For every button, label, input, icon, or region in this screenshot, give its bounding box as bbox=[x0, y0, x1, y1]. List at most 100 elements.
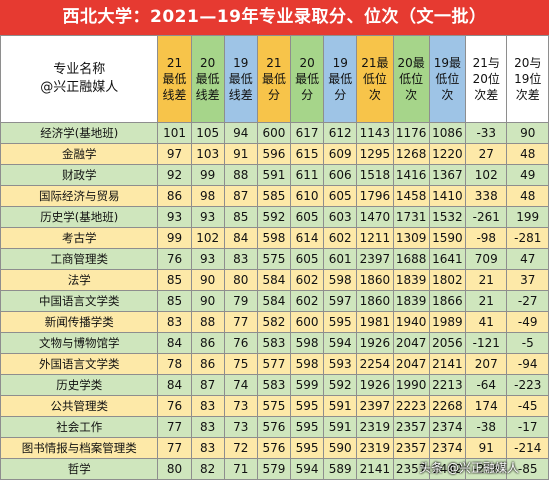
value-cell: 47 bbox=[506, 248, 549, 270]
table-row: 哲学 80 82 71 579 594 589 2141 2357 2442 -216 -85 bbox=[0, 458, 549, 480]
header-20-line-diff: 20 最低 线差 bbox=[190, 35, 225, 123]
value-cell: 1086 bbox=[428, 122, 467, 144]
value-cell: 590 bbox=[323, 437, 358, 459]
major-name-cell: 文物与博物馆学 bbox=[0, 332, 159, 354]
value-cell: -27 bbox=[506, 290, 549, 312]
value-cell: 591 bbox=[256, 164, 292, 186]
table-row: 国际经济与贸易 86 98 87 585 610 605 1796 1458 1410 338 48 bbox=[0, 185, 549, 207]
value-cell: 1731 bbox=[392, 206, 430, 228]
value-cell: 2319 bbox=[356, 437, 394, 459]
value-cell: 1458 bbox=[392, 185, 430, 207]
value-cell: 207 bbox=[465, 353, 508, 375]
value-cell: 73 bbox=[223, 416, 258, 438]
table-row: 文物与博物馆学 84 86 76 583 598 594 1926 2047 2056 -121 -5 bbox=[0, 332, 549, 354]
value-cell: -5 bbox=[506, 332, 549, 354]
value-cell: 71 bbox=[223, 458, 258, 480]
value-cell: 77 bbox=[223, 311, 258, 333]
major-name-cell: 经济学(基地班) bbox=[0, 122, 159, 144]
table-row: 金融学 97 103 91 596 615 609 1295 1268 1220 27 48 bbox=[0, 143, 549, 165]
value-cell: 1367 bbox=[428, 164, 467, 186]
table-row: 公共管理类 76 83 73 575 595 591 2397 2223 2268 174 -45 bbox=[0, 395, 549, 417]
value-cell: 592 bbox=[256, 206, 292, 228]
value-cell: -121 bbox=[465, 332, 508, 354]
value-cell: 90 bbox=[506, 122, 549, 144]
value-cell: 575 bbox=[256, 395, 292, 417]
value-cell: 86 bbox=[157, 185, 192, 207]
value-cell: 91 bbox=[465, 437, 508, 459]
major-name-cell: 历史学(基地班) bbox=[0, 206, 159, 228]
value-cell: 1143 bbox=[356, 122, 394, 144]
header-21-min-score: 21 最低分 bbox=[256, 35, 292, 123]
value-cell: 99 bbox=[157, 227, 192, 249]
value-cell: 76 bbox=[157, 248, 192, 270]
table-body: 经济学(基地班) 101 105 94 600 617 612 1143 1176 1086 -33… bbox=[0, 122, 549, 480]
value-cell: -216 bbox=[465, 458, 508, 480]
value-cell: -98 bbox=[465, 227, 508, 249]
value-cell: 2357 bbox=[392, 437, 430, 459]
major-name-cell: 考古学 bbox=[0, 227, 159, 249]
value-cell: -38 bbox=[465, 416, 508, 438]
value-cell: 1641 bbox=[428, 248, 467, 270]
value-cell: 2213 bbox=[428, 374, 467, 396]
table-row: 法学 85 90 80 584 602 598 1860 1839 1802 21 37 bbox=[0, 269, 549, 291]
major-name-cell: 哲学 bbox=[0, 458, 159, 480]
value-cell: 2141 bbox=[356, 458, 394, 480]
table-row: 社会工作 77 83 73 576 595 591 2319 2357 2374 -38 -17 bbox=[0, 416, 549, 438]
value-cell: 1940 bbox=[392, 311, 430, 333]
value-cell: 1211 bbox=[356, 227, 394, 249]
value-cell: 1839 bbox=[392, 269, 430, 291]
value-cell: 1176 bbox=[392, 122, 430, 144]
table-header-row: 专业名称 @兴正融媒人 21 最低 线差 20 最低 线差 19 最低 线差 21 最低分 2… bbox=[0, 35, 549, 123]
value-cell: 2397 bbox=[356, 248, 394, 270]
value-cell: 1866 bbox=[428, 290, 467, 312]
value-cell: 1268 bbox=[392, 143, 430, 165]
value-cell: 2374 bbox=[428, 437, 467, 459]
value-cell: -94 bbox=[506, 353, 549, 375]
major-name-cell: 工商管理类 bbox=[0, 248, 159, 270]
value-cell: 94 bbox=[223, 122, 258, 144]
value-cell: -281 bbox=[506, 227, 549, 249]
value-cell: 606 bbox=[323, 164, 358, 186]
value-cell: 1796 bbox=[356, 185, 394, 207]
value-cell: 1590 bbox=[428, 227, 467, 249]
watermark: 头条 @兴正融媒人 bbox=[419, 461, 519, 475]
value-cell: 1688 bbox=[392, 248, 430, 270]
value-cell: 84 bbox=[157, 374, 192, 396]
value-cell: 83 bbox=[190, 395, 225, 417]
major-name-cell: 外国语言文学类 bbox=[0, 353, 159, 375]
major-name-cell: 社会工作 bbox=[0, 416, 159, 438]
value-cell: 76 bbox=[223, 332, 258, 354]
value-cell: 614 bbox=[290, 227, 325, 249]
table-row: 中国语言文学类 85 90 79 584 602 597 1860 1839 1866 21 -27 bbox=[0, 290, 549, 312]
header-20-min-score: 20 最低分 bbox=[290, 35, 325, 123]
header-20-min-rank: 20最 低位次 bbox=[392, 35, 430, 123]
value-cell: 605 bbox=[290, 206, 325, 228]
value-cell: 82 bbox=[190, 458, 225, 480]
value-cell: 98 bbox=[190, 185, 225, 207]
value-cell: 91 bbox=[223, 143, 258, 165]
value-cell: 88 bbox=[190, 311, 225, 333]
value-cell: 2047 bbox=[392, 353, 430, 375]
value-cell: 2141 bbox=[428, 353, 467, 375]
value-cell: 2223 bbox=[392, 395, 430, 417]
value-cell: -17 bbox=[506, 416, 549, 438]
value-cell: 1860 bbox=[356, 269, 394, 291]
value-cell: 594 bbox=[323, 332, 358, 354]
value-cell: 605 bbox=[290, 248, 325, 270]
value-cell: 596 bbox=[256, 143, 292, 165]
value-cell: 37 bbox=[506, 269, 549, 291]
value-cell: 598 bbox=[256, 227, 292, 249]
value-cell: 21 bbox=[465, 290, 508, 312]
value-cell: 610 bbox=[290, 185, 325, 207]
value-cell: 2319 bbox=[356, 416, 394, 438]
header-author-handle: @兴正融媒人 bbox=[40, 80, 119, 95]
value-cell: 83 bbox=[190, 416, 225, 438]
value-cell: 602 bbox=[323, 227, 358, 249]
header-21-line-diff: 21 最低 线差 bbox=[157, 35, 192, 123]
value-cell: 84 bbox=[223, 227, 258, 249]
admission-table: 专业名称 @兴正融媒人 21 最低 线差 20 最低 线差 19 最低 线差 21 最低分 2… bbox=[0, 35, 549, 480]
major-name-cell: 图书情报与档案管理类 bbox=[0, 437, 159, 459]
value-cell: 582 bbox=[256, 311, 292, 333]
value-cell: 83 bbox=[190, 437, 225, 459]
value-cell: 585 bbox=[256, 185, 292, 207]
